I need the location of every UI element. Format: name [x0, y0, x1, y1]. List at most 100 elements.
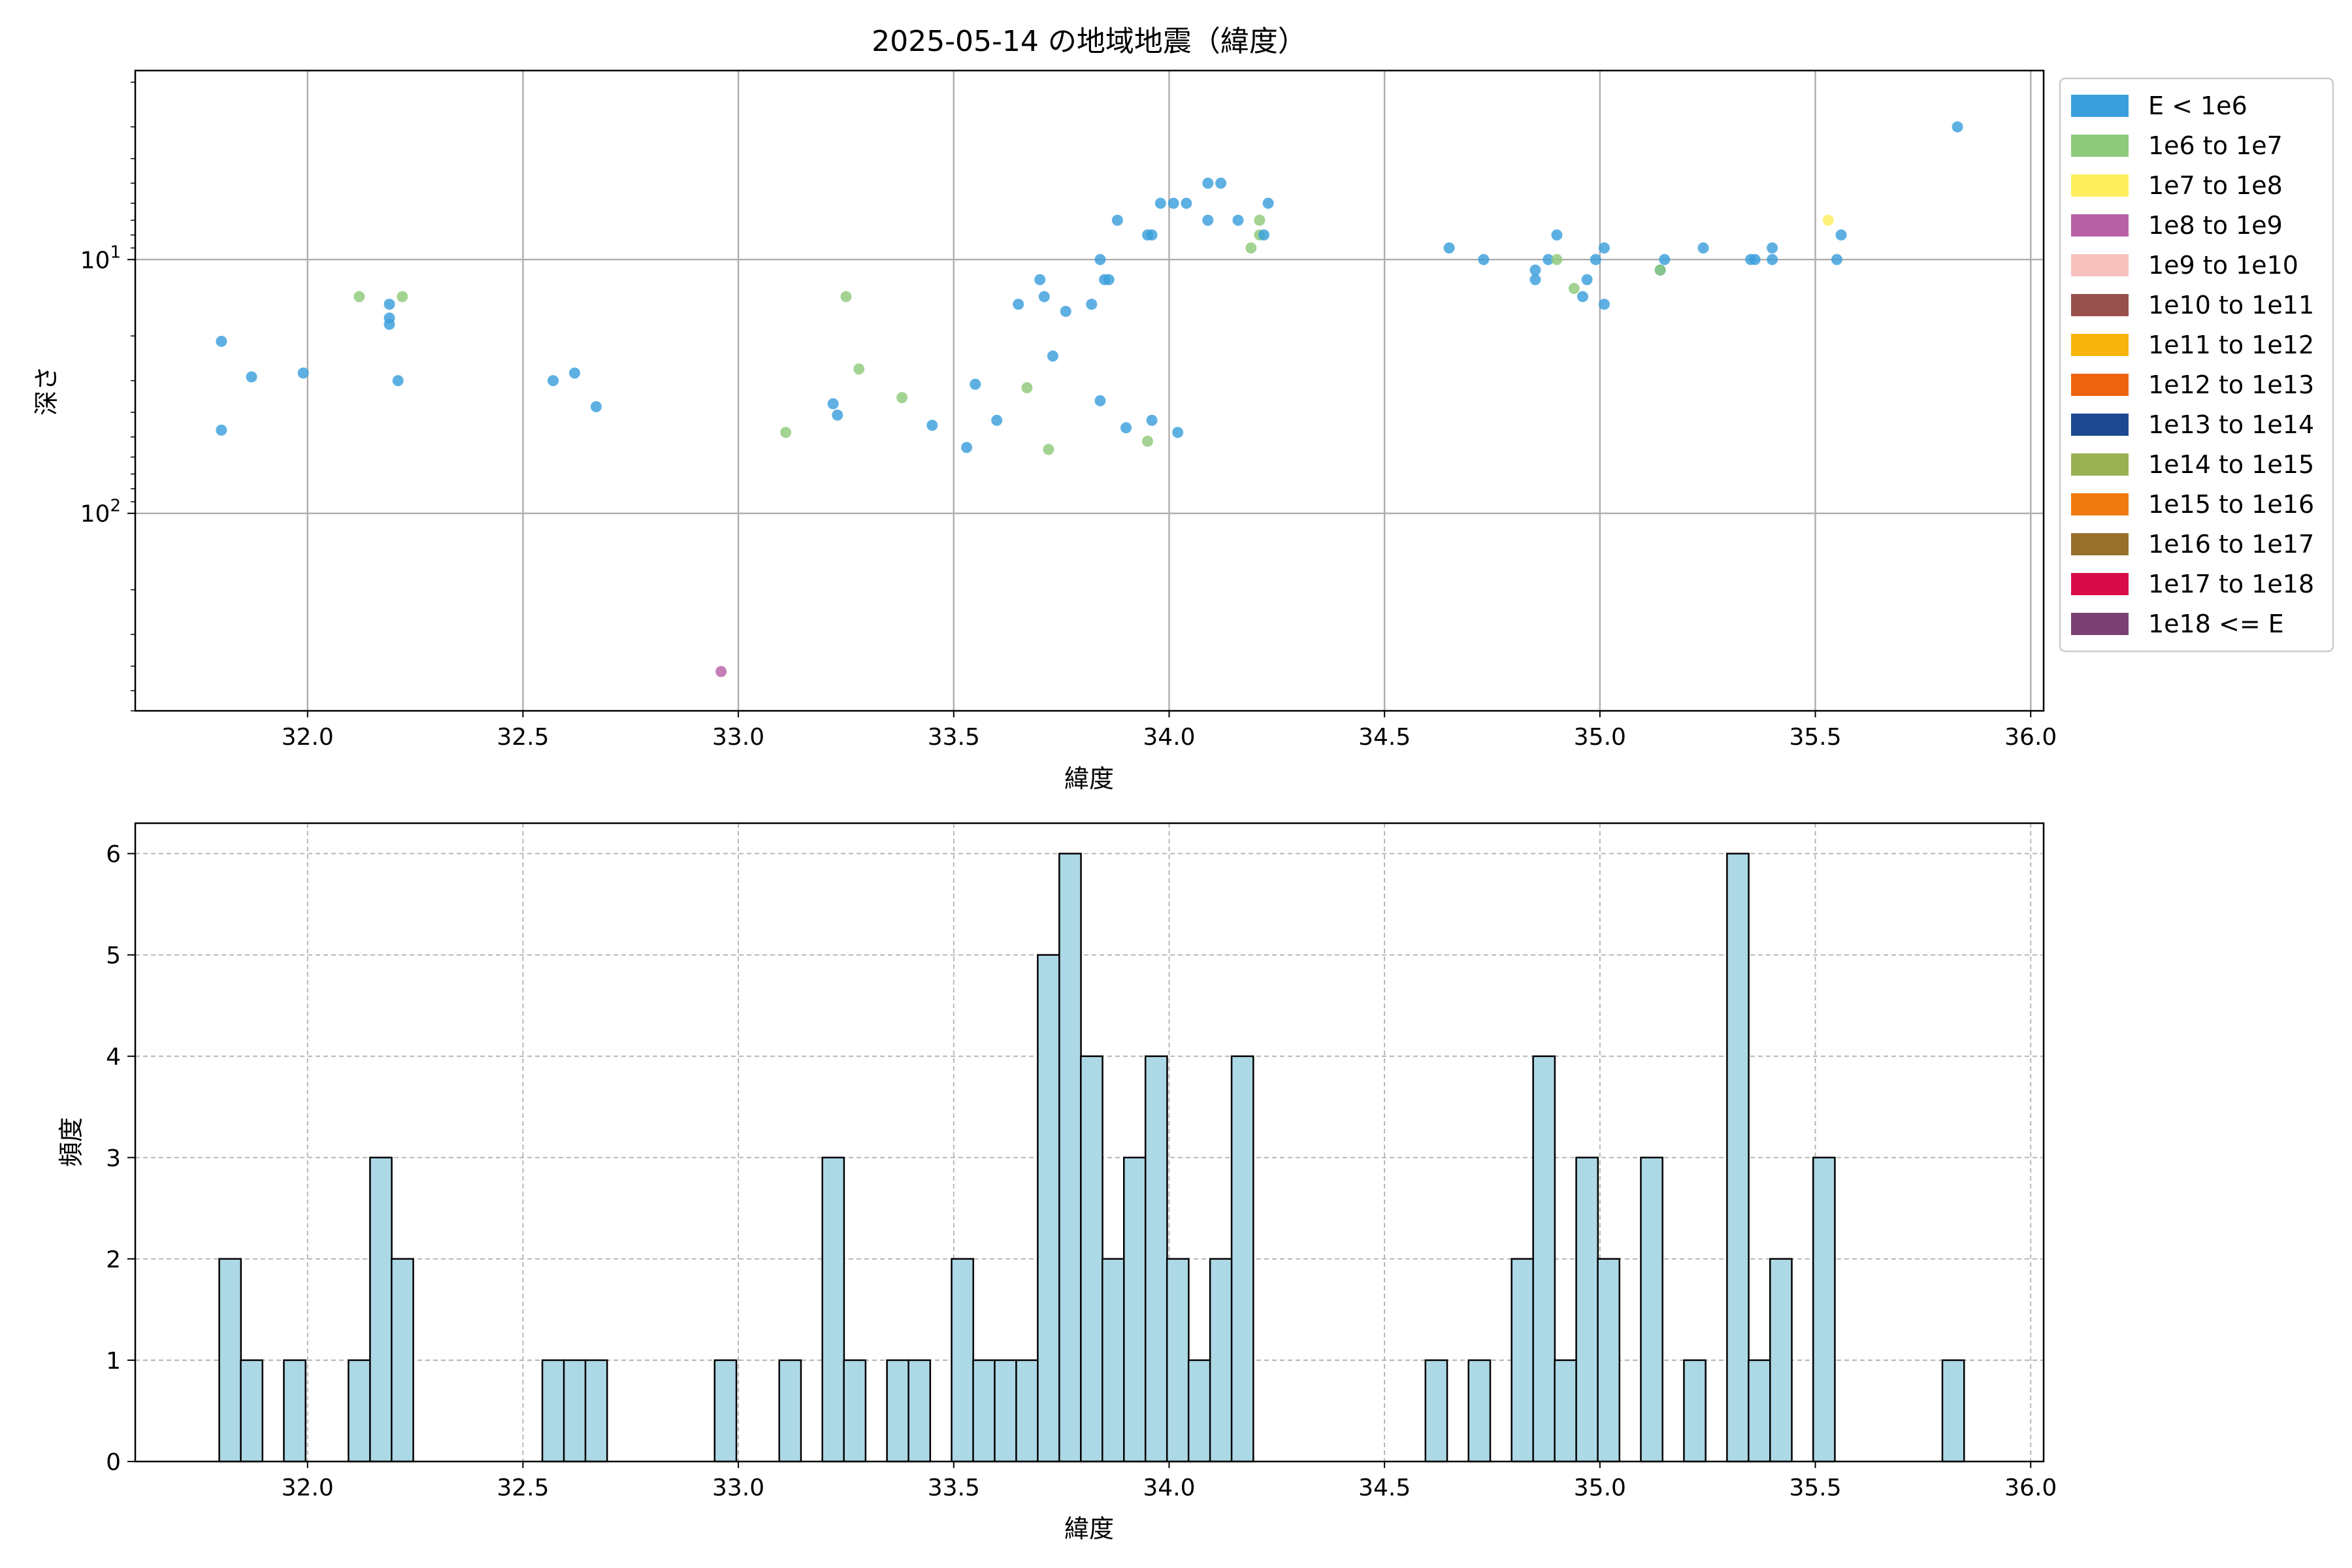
scatter-point	[392, 375, 404, 387]
histogram-bar	[1941, 1359, 1965, 1463]
histogram-bar	[218, 1258, 242, 1463]
histogram-bar	[1748, 1359, 1771, 1463]
histogram-bar	[843, 1359, 867, 1463]
scatter-point	[1202, 214, 1214, 226]
scatter-point	[896, 392, 908, 404]
histogram-bar	[713, 1359, 738, 1463]
histogram-bar	[1015, 1359, 1039, 1463]
scatter-point	[1443, 242, 1455, 254]
scatter-point	[246, 371, 257, 383]
scatter-point	[1835, 229, 1847, 241]
scatter-point	[569, 367, 581, 379]
scatter-point	[780, 427, 792, 438]
scatter-x-tick-label: 33.0	[712, 724, 764, 751]
legend-swatch	[2071, 135, 2129, 157]
histogram-bar	[1640, 1156, 1663, 1463]
legend-swatch	[2071, 294, 2129, 316]
histogram-y-tick-label: 0	[106, 1449, 121, 1476]
scatter-x-axis-label: 緯度	[1064, 764, 1114, 793]
histogram-x-tick-label: 34.0	[1143, 1475, 1195, 1501]
histogram-bar	[283, 1359, 306, 1463]
histogram-bar	[1166, 1258, 1190, 1463]
histogram-bar	[240, 1359, 264, 1463]
scatter-point	[961, 442, 973, 453]
legend-swatch	[2071, 533, 2129, 555]
scatter-point	[1697, 242, 1709, 254]
histogram-bar	[1597, 1258, 1621, 1463]
scatter-point	[991, 414, 1003, 426]
scatter-point	[1047, 350, 1058, 362]
legend-label: 1e17 to 1e18	[2148, 570, 2314, 598]
histogram-bar	[1058, 853, 1082, 1463]
legend-swatch	[2071, 374, 2129, 396]
scatter-point	[1154, 197, 1166, 209]
scatter-point	[1146, 414, 1158, 426]
scatter-y-ticks: 101 102	[80, 242, 135, 528]
scatter-point	[1034, 274, 1046, 286]
scatter-point	[1215, 177, 1227, 189]
histogram-bar	[563, 1359, 587, 1463]
scatter-point	[1590, 253, 1601, 265]
scatter-point	[591, 400, 602, 412]
histogram-bar	[1683, 1359, 1707, 1463]
scatter-point	[1598, 242, 1610, 254]
scatter-point	[1767, 253, 1778, 265]
histogram-y-tick-label: 3	[106, 1145, 121, 1172]
scatter-point	[1103, 274, 1115, 286]
scatter-x-tick-label: 36.0	[2004, 724, 2057, 751]
histogram-x-tick-label: 33.5	[928, 1475, 980, 1501]
histogram-bar	[1209, 1258, 1233, 1463]
scatter-x-tick-label: 33.5	[928, 724, 980, 751]
histogram-x-tick-label: 35.0	[1574, 1475, 1626, 1501]
scatter-point	[353, 291, 365, 302]
histogram-bar	[541, 1359, 565, 1463]
legend-label: E < 1e6	[2148, 91, 2247, 120]
scatter-point	[384, 299, 395, 310]
histogram-bar	[1424, 1359, 1448, 1463]
histogram-bar	[907, 1359, 932, 1463]
scatter-point	[1478, 253, 1490, 265]
scatter-point	[1543, 253, 1554, 265]
legend-label: 1e9 to 1e10	[2148, 251, 2298, 280]
legend: E < 1e6 1e6 to 1e7 1e7 to 1e8 1e8 to 1e9 1e9…	[2059, 77, 2334, 653]
scatter-y-axis-label: 深さ	[32, 366, 61, 416]
scatter-x-tick-label: 35.0	[1574, 724, 1626, 751]
scatter-point	[1551, 253, 1563, 265]
legend-swatch	[2071, 414, 2129, 436]
scatter-point	[1551, 229, 1563, 241]
scatter-point	[547, 375, 559, 387]
legend-label: 1e13 to 1e14	[2148, 410, 2314, 439]
legend-label: 1e8 to 1e9	[2148, 211, 2283, 240]
histogram-y-axis-label: 頻度	[57, 1117, 86, 1167]
scatter-x-tick-label: 32.5	[497, 724, 549, 751]
histogram-bar	[348, 1359, 371, 1463]
scatter-point	[1013, 299, 1024, 310]
scatter-y-tick-label: 102	[80, 497, 121, 528]
legend-items: E < 1e6 1e6 to 1e7 1e7 to 1e8 1e8 to 1e9 1e9…	[2071, 91, 2314, 638]
histogram-panel: 32.0 32.5 33.0 33.5 34.0 34.5 35.0 35.5 36.0 0 1 2…	[57, 822, 2057, 1543]
scatter-point	[832, 409, 843, 421]
scatter-x-ticks: 32.0 32.5 33.0 33.5 34.0 34.5 35.0 35.5 36.0	[282, 711, 2057, 751]
legend-label: 1e6 to 1e7	[2148, 131, 2283, 160]
histogram-bar	[1102, 1258, 1125, 1463]
scatter-point	[1529, 264, 1541, 276]
scatter-point	[1749, 253, 1761, 265]
scatter-x-tick-label: 34.5	[1358, 724, 1411, 751]
legend-label: 1e14 to 1e15	[2148, 450, 2314, 479]
legend-swatch	[2071, 334, 2129, 356]
histogram-bar	[1080, 1055, 1103, 1463]
scatter-point	[1094, 253, 1106, 265]
histogram-plot-frame	[134, 822, 2045, 1463]
scatter-x-tick-label: 32.0	[282, 724, 334, 751]
scatter-point	[1529, 274, 1541, 286]
histogram-bar	[584, 1359, 608, 1463]
scatter-point	[1202, 177, 1214, 189]
chart-title: 2025-05-14 の地域地震（緯度）	[872, 25, 1307, 58]
histogram-x-tick-label: 32.0	[282, 1475, 334, 1501]
histogram-bar	[1187, 1359, 1211, 1463]
scatter-point	[1172, 427, 1184, 438]
histogram-bars	[218, 853, 1965, 1463]
histogram-bar	[1575, 1156, 1599, 1463]
scatter-point	[1258, 229, 1270, 241]
